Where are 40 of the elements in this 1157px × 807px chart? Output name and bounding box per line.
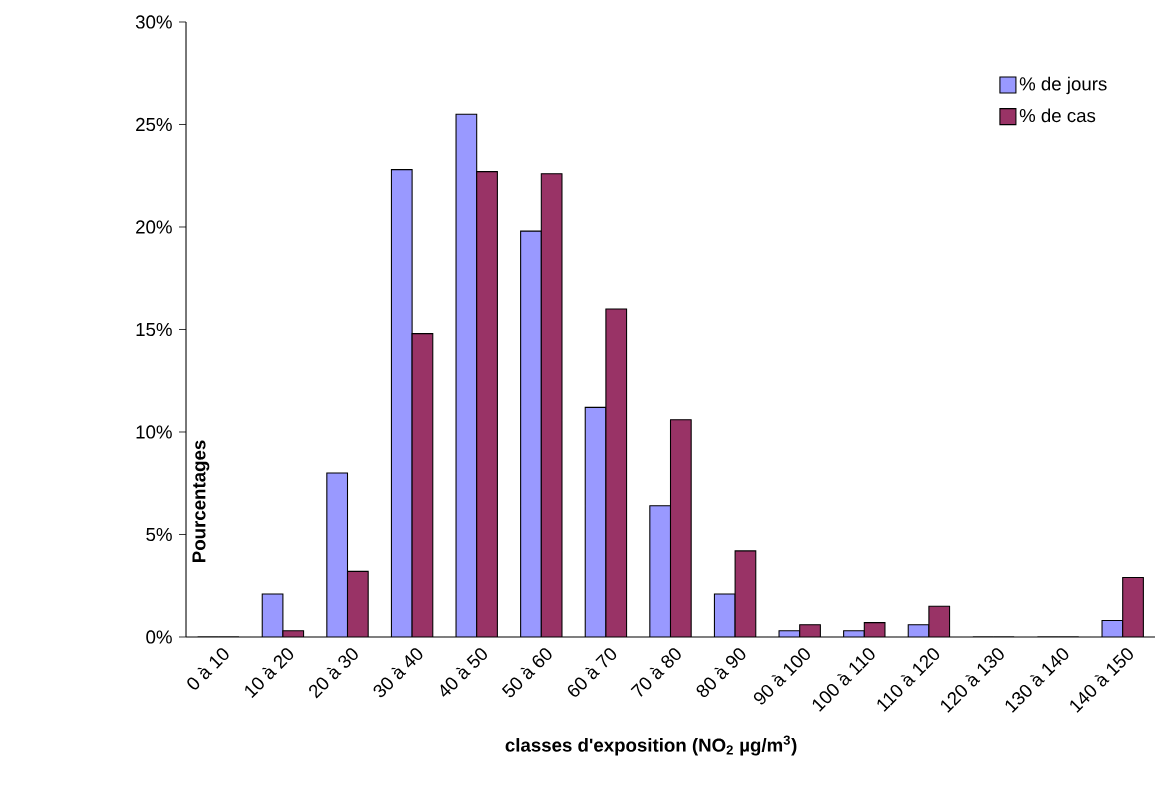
bar	[520, 231, 542, 637]
x-tick-label: 50 à 60	[501, 648, 552, 698]
x-tick-label: 60 à 70	[567, 648, 617, 697]
bar	[347, 571, 369, 637]
x-tick-label: 80 à 90	[696, 648, 746, 698]
x-axis-title: classes d'exposition (NO$_{2}$ µg/m$^{3}$)	[505, 735, 797, 756]
y-tick-label: 25%	[136, 117, 172, 132]
y-tick-label: 20%	[136, 220, 172, 234]
x-tick-label: 20 à 30	[309, 648, 358, 699]
y-tick-label: 15%	[136, 322, 172, 337]
bar	[605, 308, 627, 637]
x-tick-label: 120 à 130	[940, 648, 1004, 713]
bar	[735, 550, 756, 637]
bar	[326, 472, 348, 637]
bar	[476, 171, 498, 637]
x-tick-label: 0 à 10	[187, 648, 229, 690]
x-tick-label: 100 à 110	[812, 648, 875, 712]
y-axis-title: Pourcentages	[192, 440, 210, 562]
y-tick-label: 30%	[135, 15, 172, 29]
bar	[391, 169, 413, 637]
legend-label: % de cas	[1019, 108, 1096, 123]
x-tick-label: 70 à 80	[630, 648, 681, 697]
x-tick-label: 130 à 140	[1005, 648, 1069, 713]
bar	[670, 419, 692, 637]
x-tick-label: 90 à 100	[753, 648, 810, 705]
legend-label: % de jours	[1019, 76, 1107, 95]
y-tick-label: 10%	[136, 425, 172, 439]
bar	[456, 114, 477, 637]
bar	[412, 333, 433, 637]
bar	[541, 173, 562, 637]
x-tick-label: 10 à 20	[245, 648, 294, 699]
y-tick-label: 5%	[146, 527, 172, 542]
x-tick-label: 30 à 40	[373, 648, 423, 698]
bar	[1122, 577, 1144, 637]
bar	[649, 505, 671, 637]
x-tick-label: 140 à 150	[1070, 648, 1133, 713]
x-tick-label: 40 à 50	[440, 648, 487, 697]
bar	[585, 407, 606, 637]
y-tick-label: 0%	[146, 630, 172, 644]
x-tick-label: 110 à 120	[877, 648, 940, 712]
